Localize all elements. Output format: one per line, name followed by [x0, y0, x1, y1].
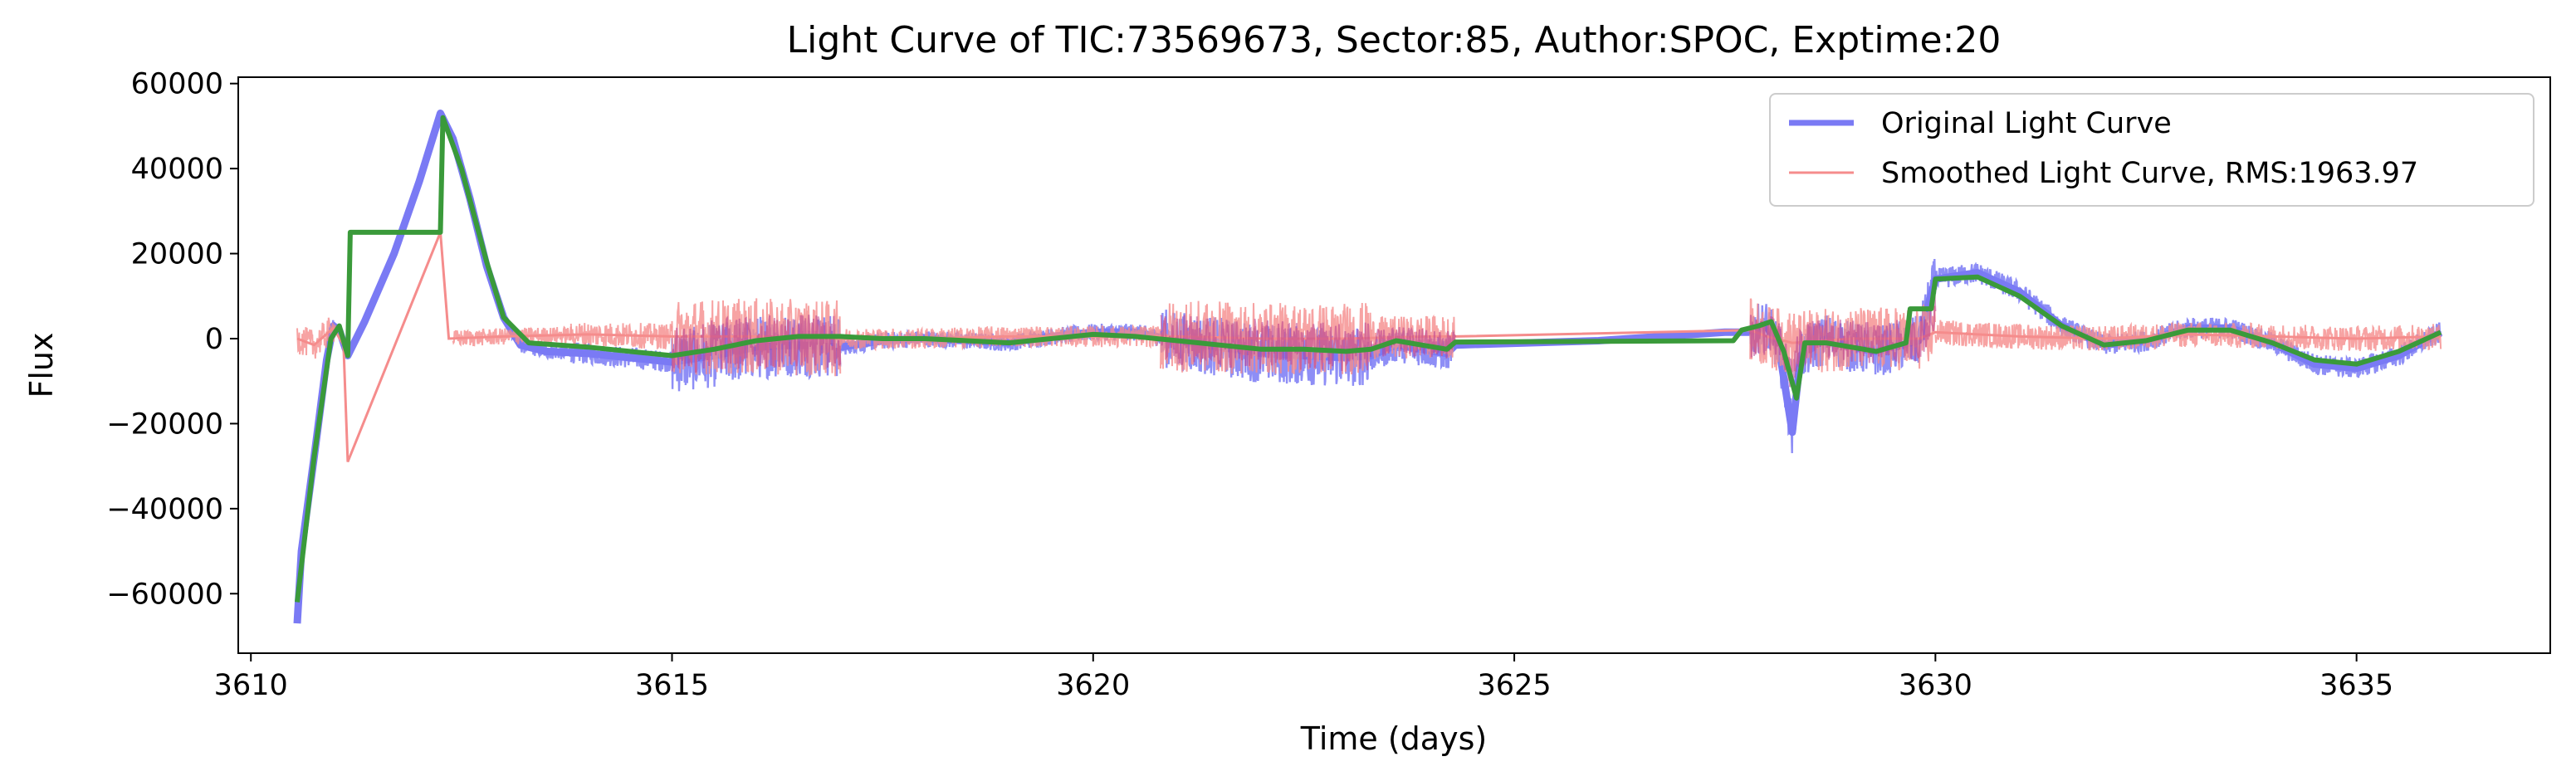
y-axis-label: Flux — [23, 333, 60, 398]
legend-label-original: Original Light Curve — [1881, 107, 2172, 140]
y-tick-label: −60000 — [106, 578, 223, 611]
y-tick-label: 60000 — [131, 68, 223, 101]
x-axis: 3610 3615 3620 3625 3630 3635 — [214, 653, 2393, 702]
x-tick-label: 3635 — [2319, 669, 2393, 702]
chart-title: Light Curve of TIC:73569673, Sector:85, … — [787, 19, 2002, 61]
series-smoothed-noise-1 — [452, 325, 572, 347]
y-tick-label: −20000 — [106, 408, 223, 441]
x-tick-label: 3620 — [1056, 669, 1130, 702]
plot-area — [293, 110, 2443, 624]
x-axis-label: Time (days) — [1300, 720, 1487, 757]
legend: Original Light Curve Smoothed Light Curv… — [1769, 93, 2534, 207]
series-smoothed-noise-0 — [296, 317, 336, 359]
series-original-noise-2 — [569, 342, 673, 373]
legend-label-smoothed: Smoothed Light Curve, RMS:1963.97 — [1881, 157, 2418, 190]
series-trend-line — [295, 115, 2442, 603]
series-smoothed-noise-2 — [569, 322, 673, 350]
legend-box — [1769, 93, 2534, 207]
x-tick-label: 3615 — [635, 669, 709, 702]
y-tick-label: −40000 — [106, 493, 223, 526]
x-tick-label: 3610 — [214, 669, 288, 702]
y-axis: −60000 −40000 −20000 0 20000 40000 60000 — [106, 68, 238, 611]
y-tick-label: 20000 — [131, 238, 223, 271]
y-tick-label: 40000 — [131, 153, 223, 186]
x-tick-label: 3630 — [1899, 669, 1972, 702]
series-overlap-5 — [1160, 315, 1372, 372]
axes-frame — [237, 76, 2551, 654]
y-tick-label: 0 — [205, 323, 223, 356]
x-tick-label: 3625 — [1478, 669, 1552, 702]
